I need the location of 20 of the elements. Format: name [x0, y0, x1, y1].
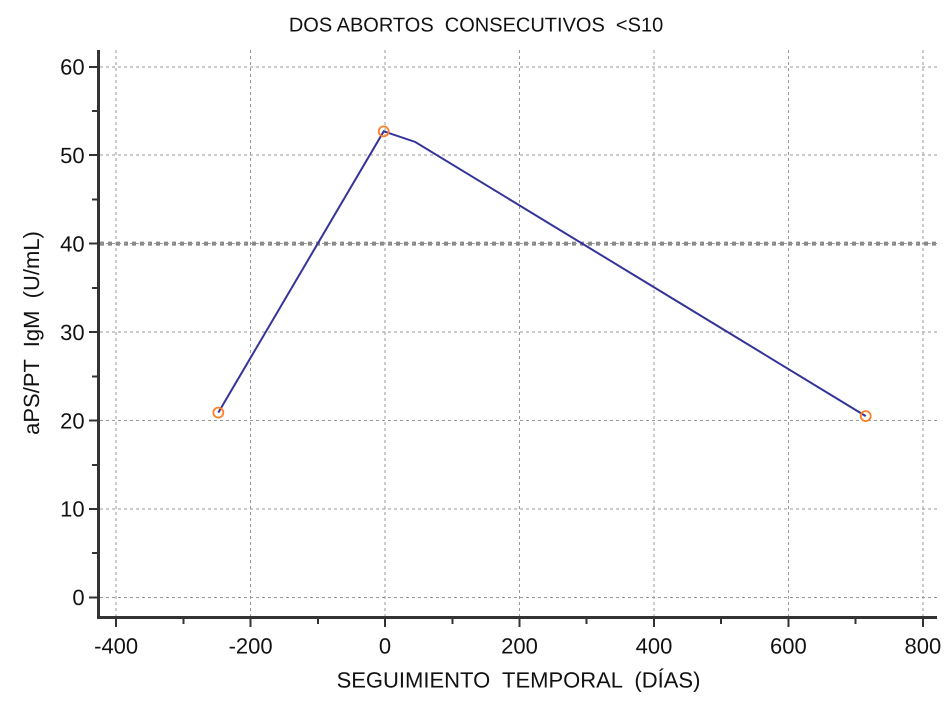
y-tick-label: 40 [60, 231, 85, 256]
point [212, 406, 224, 418]
y-tick-label: 0 [72, 585, 85, 610]
point [860, 410, 872, 422]
point [378, 125, 390, 138]
chart-title: DOS ABORTOS CONSECUTIVOS <S10 [288, 14, 664, 37]
y-axis-title: aPS/PT IgM (U/mL) [18, 231, 44, 435]
y-tick-label: 60 [60, 54, 85, 80]
x-tick-label: 800 [904, 633, 942, 658]
x-tick-label: 400 [636, 633, 672, 658]
y-tick-label: 20 [60, 408, 85, 434]
x-tick-label: -400 [94, 633, 138, 658]
y-tick-label: 50 [60, 142, 85, 168]
x-tick-label: -200 [228, 633, 273, 658]
x-tick-label: 600 [770, 633, 807, 658]
y-tick-label: 10 [60, 496, 85, 522]
x-axis-title: SEGUIMIENTO TEMPORAL (DÍAS) [336, 667, 700, 692]
x-tick-label: 200 [501, 633, 538, 658]
y-tick-label: 30 [60, 320, 85, 345]
x-tick-label: 0 [378, 633, 392, 658]
